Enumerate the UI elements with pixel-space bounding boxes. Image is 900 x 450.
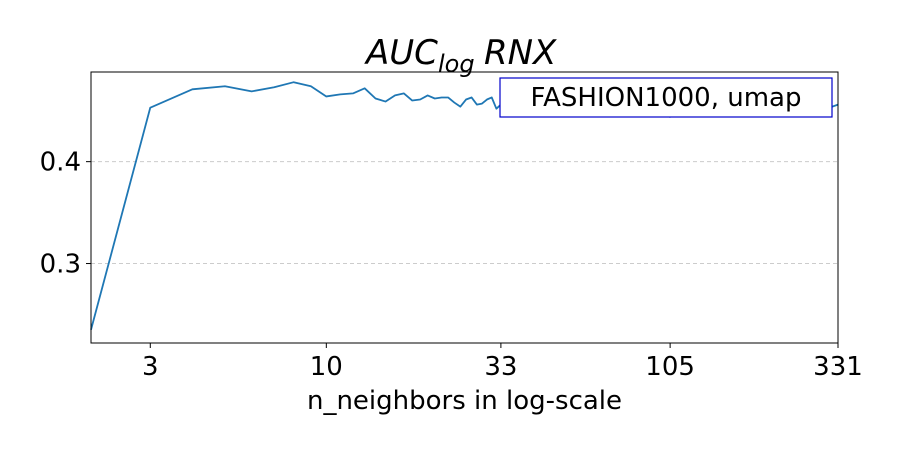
y-tick-label: 0.3 <box>40 250 81 280</box>
x-tick-label: 3 <box>142 352 159 382</box>
x-axis: 3 10 33 105 331 <box>142 343 863 382</box>
y-tick-label: 0.4 <box>40 148 81 178</box>
annotation-text: FASHION1000, umap <box>531 83 802 113</box>
y-axis: 0.3 0.4 <box>40 148 91 280</box>
plot-frame <box>90 71 839 344</box>
annotation-box-frame <box>499 77 833 118</box>
x-tick-label: 105 <box>645 352 695 382</box>
chart-title: AUC log RNX <box>364 33 557 78</box>
title-tail: RNX <box>484 33 557 73</box>
x-tick-label: 10 <box>310 352 343 382</box>
series-line <box>90 81 839 330</box>
annotation-box: FASHION1000, umap <box>499 77 833 118</box>
x-tick-label: 331 <box>813 352 863 382</box>
title-subscript: log <box>438 50 475 78</box>
x-tick-label: 33 <box>484 352 517 382</box>
series-layer <box>90 81 839 330</box>
x-axis-label: n_neighbors in log-scale <box>307 386 622 416</box>
title-main: AUC <box>364 33 438 73</box>
grid <box>91 161 838 265</box>
